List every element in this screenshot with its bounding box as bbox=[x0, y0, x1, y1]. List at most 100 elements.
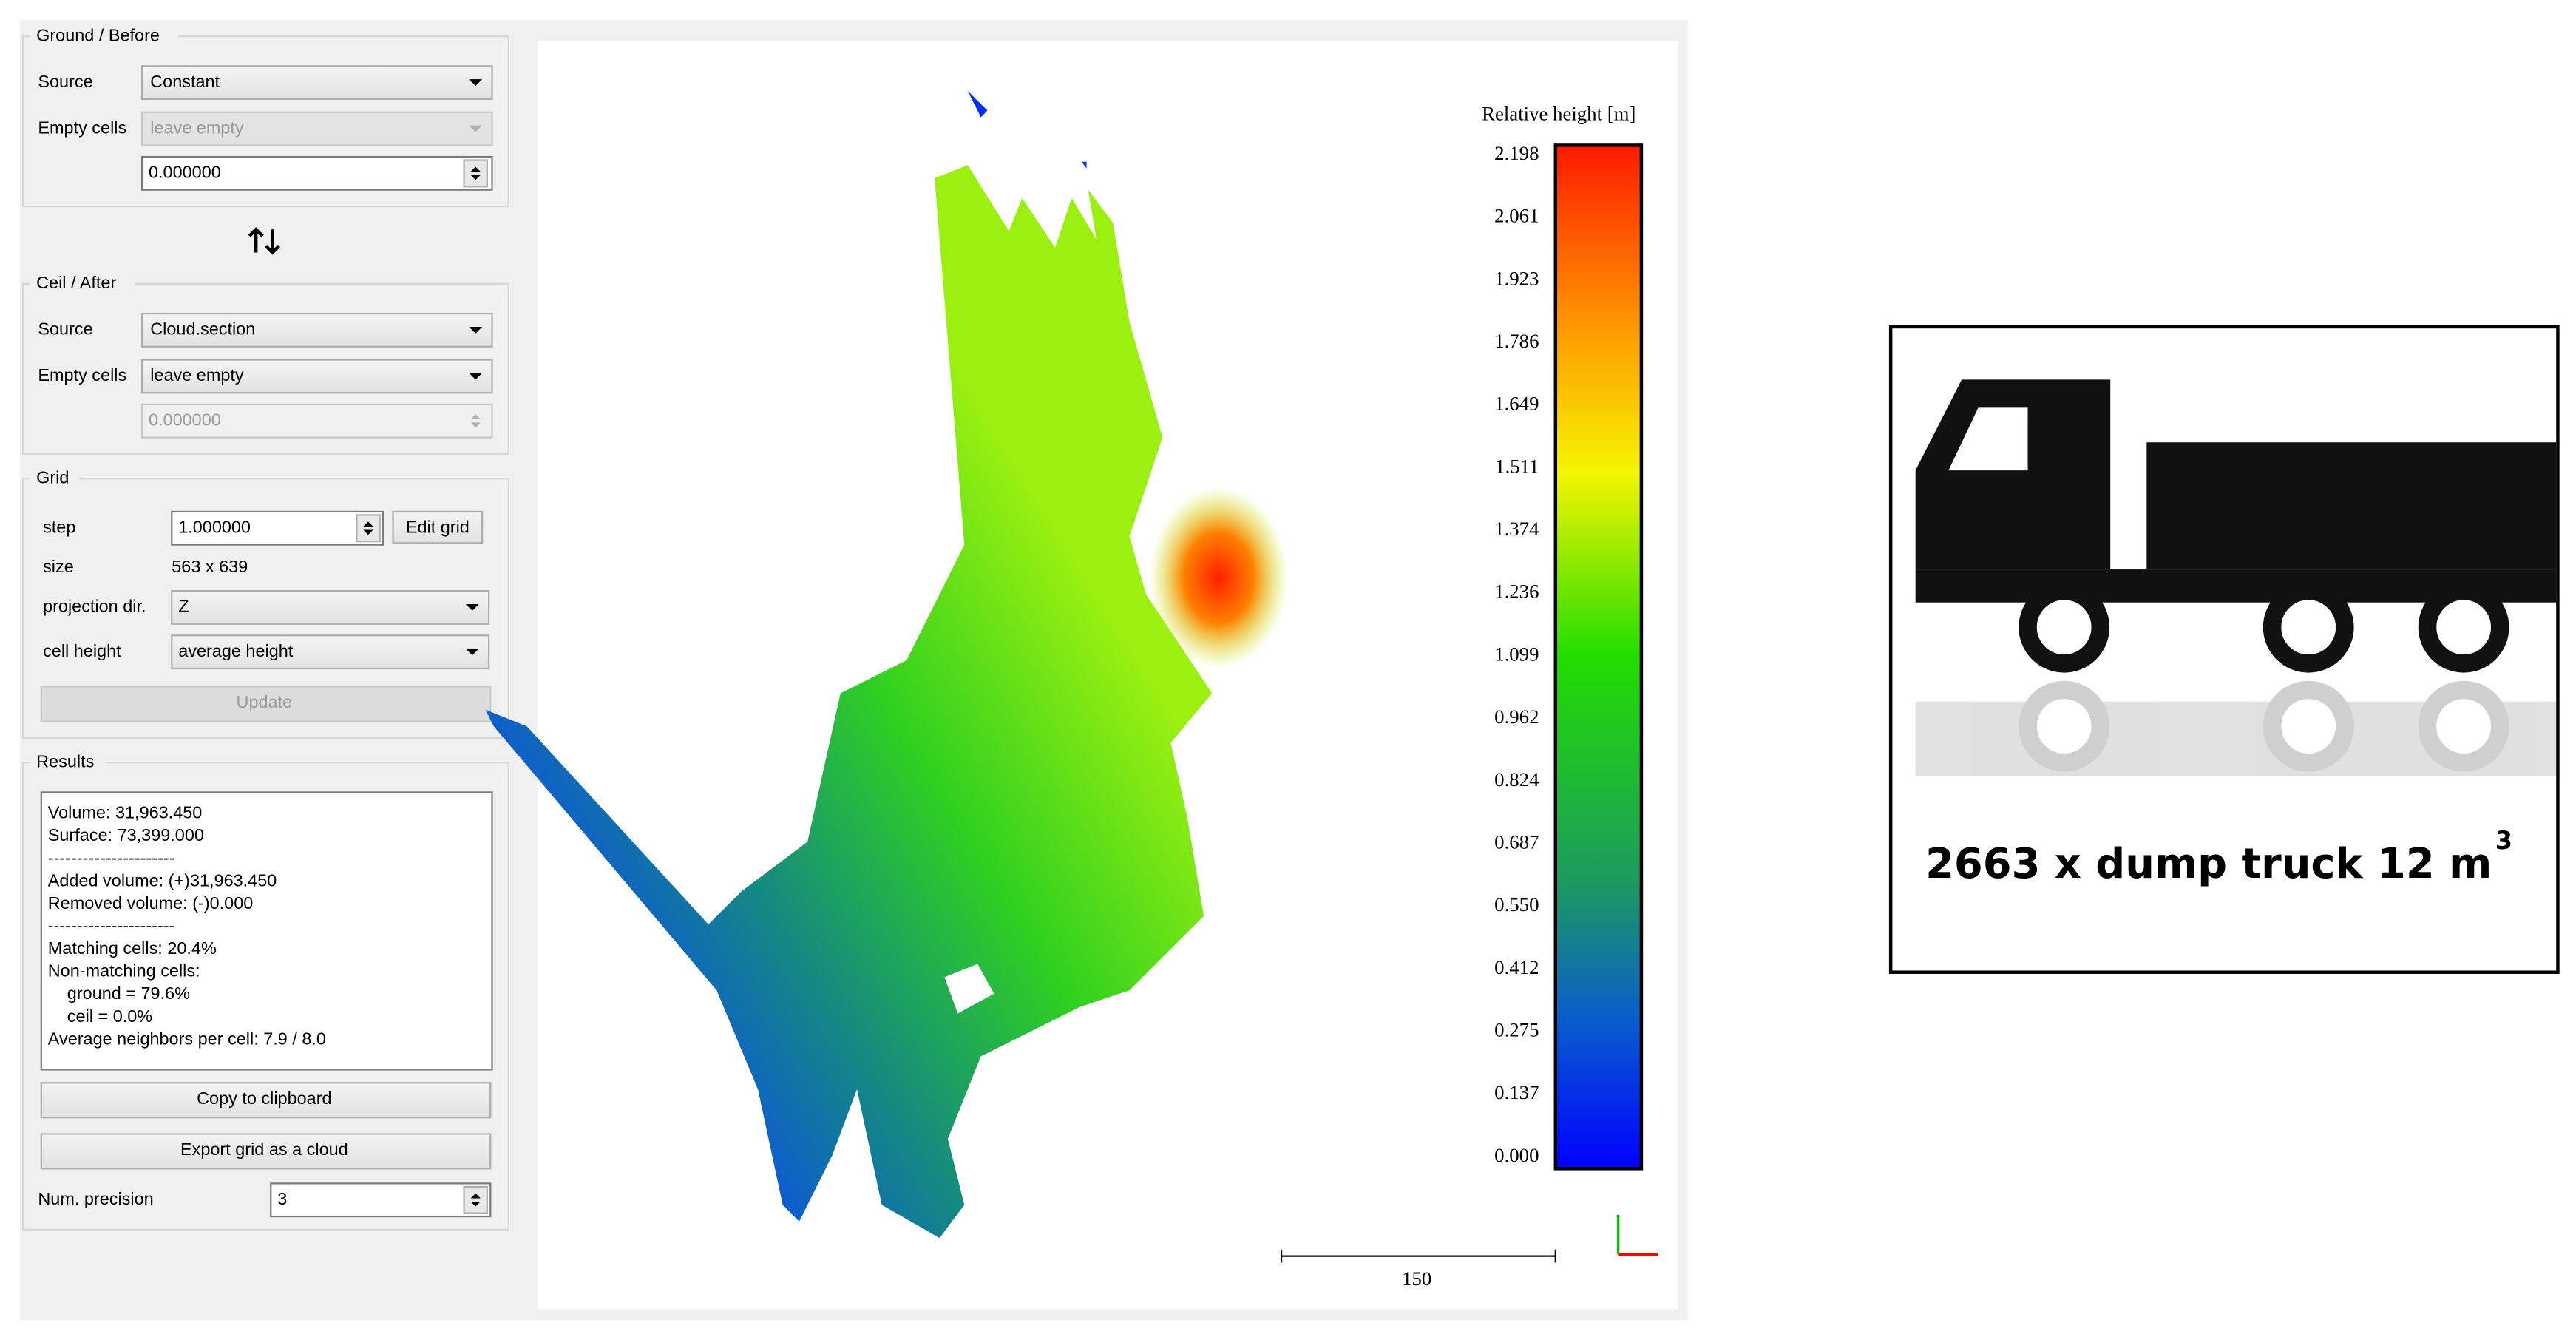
combobox[interactable] bbox=[171, 634, 490, 670]
button-label[interactable]: Copy to clipboard bbox=[197, 1089, 331, 1108]
swap-icon[interactable] bbox=[248, 227, 281, 255]
copy-button[interactable] bbox=[40, 1082, 492, 1119]
field-label: step bbox=[43, 517, 75, 536]
combobox[interactable] bbox=[140, 65, 493, 101]
colorbar-tick-label: 2.061 bbox=[1494, 205, 1539, 227]
group-title: Grid bbox=[36, 468, 69, 487]
swap-button[interactable] bbox=[244, 221, 285, 258]
group-box bbox=[22, 282, 509, 455]
spinbox-frame[interactable] bbox=[171, 510, 384, 546]
spinbox-buttons[interactable] bbox=[356, 514, 381, 543]
grid-size: 563 x 639 bbox=[172, 557, 248, 576]
results-lines: Volume: 31,963.450 Surface: 73,399.000 ---… bbox=[48, 803, 326, 1049]
spinbox-value[interactable]: 1.000000 bbox=[178, 517, 251, 536]
colorbar-tick-label: 1.649 bbox=[1494, 393, 1539, 415]
group-title-bg bbox=[30, 272, 136, 296]
spinbox bbox=[140, 403, 493, 439]
group-title-bg bbox=[30, 751, 106, 774]
combobox[interactable] bbox=[140, 312, 493, 348]
spinbox-value: 0.000000 bbox=[149, 410, 221, 429]
combobox-value[interactable]: Cloud.section bbox=[150, 319, 255, 339]
wheel bbox=[2019, 581, 2110, 673]
field-label: projection dir. bbox=[43, 597, 146, 616]
swap-button-bg[interactable] bbox=[244, 221, 285, 258]
results-line: Non-matching cells: bbox=[48, 961, 200, 981]
group-title: Results bbox=[36, 751, 94, 771]
results-line: ground = 79.6% bbox=[48, 984, 190, 1003]
combobox-arrow[interactable] bbox=[469, 326, 483, 334]
button-label[interactable]: Export grid as a cloud bbox=[180, 1140, 348, 1159]
results-line: Average neighbors per cell: 7.9 / 8.0 bbox=[48, 1029, 326, 1048]
combobox-arrow[interactable] bbox=[465, 603, 479, 611]
colorbar-tick-label: 0.000 bbox=[1494, 1144, 1539, 1166]
results-line: ---------------------- bbox=[48, 916, 175, 935]
spinbox[interactable] bbox=[171, 510, 384, 546]
cloud-peak bbox=[1149, 487, 1288, 668]
combobox-frame[interactable] bbox=[140, 65, 493, 101]
truck-reflection bbox=[1915, 680, 2557, 776]
spinbox-frame[interactable] bbox=[140, 155, 493, 191]
edit-grid-button[interactable] bbox=[392, 510, 484, 544]
combobox-arrow[interactable] bbox=[469, 79, 483, 87]
colorbar-tick-label: 0.824 bbox=[1494, 768, 1539, 791]
update-button bbox=[40, 686, 492, 722]
spinbox-arrows[interactable] bbox=[470, 1193, 481, 1207]
button-label: Update bbox=[237, 692, 293, 711]
spinbox-arrows bbox=[470, 414, 481, 428]
spinbox-buttons[interactable] bbox=[463, 159, 488, 188]
combobox-value[interactable]: Constant bbox=[150, 72, 220, 91]
field-label: Source bbox=[38, 72, 92, 91]
combobox-value: leave empty bbox=[150, 118, 244, 137]
scale-bar bbox=[1280, 1249, 1556, 1263]
combobox[interactable] bbox=[171, 589, 490, 625]
combobox-frame[interactable] bbox=[140, 312, 493, 348]
wheel bbox=[2418, 581, 2509, 673]
spinbox-frame[interactable] bbox=[270, 1182, 492, 1218]
results-line: ---------------------- bbox=[48, 848, 175, 867]
combobox-frame[interactable] bbox=[140, 359, 493, 394]
spinbox[interactable] bbox=[140, 155, 493, 191]
combobox-frame[interactable] bbox=[171, 589, 490, 625]
group-box bbox=[22, 478, 509, 739]
colorbar-tick-label: 1.511 bbox=[1495, 455, 1539, 477]
combobox-value[interactable]: Z bbox=[178, 597, 189, 616]
spinbox[interactable] bbox=[270, 1182, 492, 1218]
combobox-value[interactable]: leave empty bbox=[150, 365, 244, 385]
combobox-value[interactable]: average height bbox=[178, 641, 294, 660]
spinbox-arrows[interactable] bbox=[363, 521, 373, 535]
truck-bed bbox=[2146, 442, 2557, 570]
spinbox-frame bbox=[140, 403, 493, 439]
combobox[interactable] bbox=[140, 359, 493, 394]
colorbar-tick-label: 0.687 bbox=[1494, 830, 1539, 853]
combobox-arrow[interactable] bbox=[469, 373, 483, 380]
field-label: Source bbox=[38, 319, 92, 339]
colorbar-tick-label: 1.786 bbox=[1494, 330, 1539, 352]
field-label: size bbox=[43, 557, 74, 576]
card-exponent: 3 bbox=[2495, 826, 2512, 855]
spinbox-value[interactable]: 0.000000 bbox=[149, 163, 221, 182]
spinbox-buttons[interactable] bbox=[463, 1185, 488, 1214]
combobox bbox=[140, 111, 493, 146]
results-line: Removed volume: (-)0.000 bbox=[48, 893, 254, 913]
button-label[interactable]: Edit grid bbox=[406, 517, 470, 536]
colorbar-tick-label: 0.550 bbox=[1494, 893, 1539, 915]
spinbox-arrows[interactable] bbox=[470, 166, 481, 180]
combobox-arrow bbox=[469, 125, 483, 132]
results-line: Added volume: (+)31,963.450 bbox=[48, 870, 277, 890]
export-button[interactable] bbox=[40, 1133, 492, 1170]
colorbar-tick-label: 1.374 bbox=[1494, 518, 1539, 540]
colorbar-title: Relative height [m] bbox=[1482, 102, 1636, 124]
spinbox-value[interactable]: 3 bbox=[277, 1189, 287, 1208]
results-text-area[interactable] bbox=[40, 791, 493, 1071]
combobox-frame bbox=[140, 111, 493, 146]
colorbar-tick-label: 1.236 bbox=[1494, 581, 1539, 603]
cloud-hole bbox=[944, 964, 994, 1014]
point-cloud bbox=[485, 90, 1300, 1239]
cloud-surface bbox=[485, 165, 1213, 1239]
combobox-arrow[interactable] bbox=[465, 649, 479, 656]
colorbar-ticks: 2.198 2.061 1.923 1.786 1.649 1.511 1.374 1.236… bbox=[1494, 142, 1539, 1166]
combobox-frame[interactable] bbox=[171, 634, 490, 670]
results-line: ceil = 0.0% bbox=[48, 1006, 152, 1026]
